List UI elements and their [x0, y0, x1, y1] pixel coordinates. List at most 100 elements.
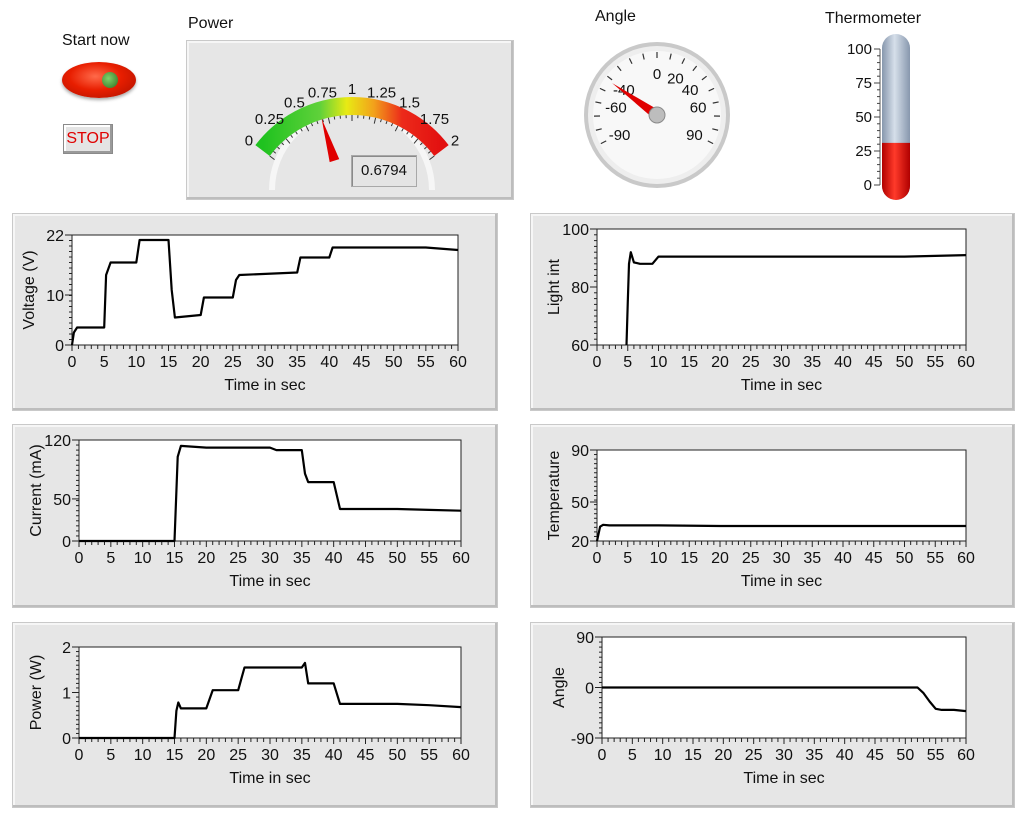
angle-needle-hub — [648, 106, 666, 124]
start-now-button[interactable] — [62, 62, 136, 98]
x-tick-label: 55 — [417, 354, 435, 371]
power-gauge-tick — [410, 134, 414, 138]
power-gauge-tick-label: 0.75 — [308, 84, 337, 101]
x-axis-label: Time in sec — [743, 770, 824, 787]
y-axis-label: Power (W) — [28, 655, 45, 731]
x-tick-label: 30 — [256, 354, 274, 371]
x-tick-label: 25 — [224, 354, 242, 371]
power-gauge-tick — [281, 142, 285, 146]
x-tick-label: 5 — [100, 354, 109, 371]
x-tick-label: 55 — [420, 747, 438, 764]
power-gauge-tick — [277, 146, 280, 150]
angle-series-line — [602, 686, 967, 713]
power-plot-area — [78, 646, 462, 739]
current-plot-area — [78, 439, 462, 542]
voltage-chart-group: 0 5 10 15 20 25 30 35 40 45 50 55 60 0 10 22 Time in sec… — [21, 228, 467, 394]
x-tick-label: 35 — [803, 354, 821, 371]
y-tick-label: 50 — [571, 495, 589, 512]
power-gauge-tick — [406, 131, 409, 135]
y-tick-label: 20 — [571, 534, 589, 551]
power-gauge-tick — [385, 120, 388, 125]
power-gauge-tick-label: 0.5 — [284, 95, 305, 112]
y-tick-label: 0 — [62, 534, 71, 551]
power-gauge-tick — [419, 142, 423, 146]
x-tick-label: 55 — [926, 550, 944, 567]
x-tick-label: 45 — [357, 550, 375, 567]
x-axis-label: Time in sec — [224, 377, 305, 394]
angle-gauge-tick — [616, 65, 622, 72]
x-tick-label: 35 — [805, 747, 823, 764]
power-gauge-tick — [394, 125, 399, 132]
x-tick-label: 25 — [229, 747, 247, 764]
x-tick-label: 5 — [628, 747, 637, 764]
voltage-plot-area — [71, 234, 459, 346]
x-tick-label: 45 — [865, 354, 883, 371]
x-tick-label: 0 — [75, 747, 84, 764]
x-tick-label: 25 — [742, 550, 760, 567]
angle-gauge-tick — [712, 101, 719, 104]
angle-gauge-tick — [669, 53, 672, 60]
power-gauge-tick — [290, 134, 294, 138]
y-tick-label: 2 — [62, 640, 71, 657]
power-gauge-tick-label: 1.75 — [420, 111, 449, 128]
power-gauge-tick — [316, 120, 319, 125]
x-tick-label: 40 — [325, 550, 343, 567]
angle-gauge-tick — [595, 101, 602, 104]
x-tick-label: 25 — [229, 550, 247, 567]
x-tick-label: 20 — [197, 747, 215, 764]
power-gauge-tick — [424, 146, 427, 150]
x-tick-label: 30 — [773, 550, 791, 567]
angle-gauge-tick — [692, 65, 698, 72]
thermometer-tick-label: 50 — [855, 109, 872, 126]
x-tick-label: 5 — [623, 354, 632, 371]
thermometer-tick-label: 100 — [847, 41, 872, 58]
x-tick-label: 35 — [288, 354, 306, 371]
x-tick-label: 30 — [261, 747, 279, 764]
angle-gauge-tick — [708, 87, 715, 92]
y-tick-label: 22 — [46, 228, 64, 245]
power-gauge-tick-label: 0.25 — [255, 111, 284, 128]
y-tick-label: 0 — [62, 731, 71, 748]
x-axis-label: Time in sec — [741, 573, 822, 590]
y-tick-label: 50 — [53, 492, 71, 509]
start-now-label: Start now — [62, 32, 130, 49]
x-tick-label: 40 — [325, 747, 343, 764]
x-tick-label: 5 — [106, 550, 115, 567]
x-tick-label: 20 — [714, 747, 732, 764]
angle-gauge-tick — [599, 87, 606, 92]
y-axis-label: Light int — [546, 258, 563, 315]
thermometer-fill — [882, 142, 910, 200]
x-tick-label: 15 — [166, 747, 184, 764]
angle-gauge-tick — [628, 58, 633, 65]
x-tick-label: 15 — [684, 747, 702, 764]
power-gauge-title: Power — [188, 15, 234, 32]
angle-gauge-tick-label: 0 — [653, 66, 661, 83]
power-gauge-tick-label: 0 — [245, 132, 253, 149]
power-gauge-tick-label: 1.25 — [367, 84, 396, 101]
power-gauge-tick — [429, 155, 435, 161]
x-tick-label: 50 — [388, 550, 406, 567]
angle-gauge-tick-label: 40 — [682, 82, 699, 99]
x-tick-label: 15 — [160, 354, 178, 371]
x-tick-label: 10 — [650, 354, 668, 371]
angle-gauge-tick — [606, 75, 613, 81]
x-tick-label: 20 — [192, 354, 210, 371]
x-tick-label: 60 — [957, 550, 975, 567]
angle-gauge: -90-60-40020406090 — [584, 42, 730, 188]
stop-button[interactable]: STOP — [63, 124, 113, 154]
angle-gauge-tick-label: -90 — [609, 127, 631, 144]
angle-gauge-tick — [681, 58, 686, 65]
power-gauge-panel — [186, 40, 514, 200]
power-gauge-tick — [300, 128, 303, 132]
y-axis-label: Voltage (V) — [21, 250, 38, 329]
power-gauge-arc — [255, 97, 449, 157]
x-tick-label: 5 — [106, 747, 115, 764]
y-tick-label: 120 — [44, 433, 71, 450]
x-tick-label: 55 — [420, 550, 438, 567]
x-tick-label: 45 — [865, 550, 883, 567]
x-tick-label: 45 — [866, 747, 884, 764]
power-gauge-tick — [368, 116, 371, 120]
x-tick-label: 30 — [773, 354, 791, 371]
